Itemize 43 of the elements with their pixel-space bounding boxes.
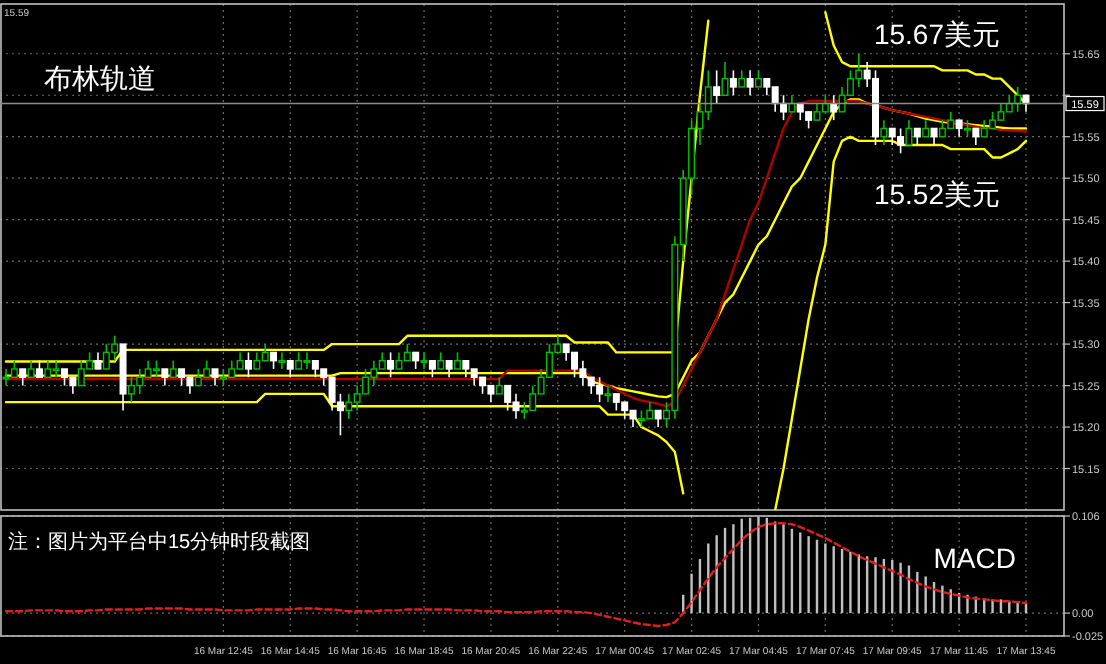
candlestick (704, 69, 712, 121)
candlestick (746, 69, 754, 97)
candlestick (77, 359, 85, 387)
candlestick (729, 69, 737, 97)
candlestick (420, 351, 428, 370)
candlestick (897, 127, 905, 155)
candlestick (529, 384, 537, 412)
candlestick (512, 393, 520, 420)
candlestick (830, 94, 838, 121)
candlestick (244, 351, 252, 379)
candlestick (604, 384, 612, 403)
candlestick (579, 359, 587, 387)
candlestick (303, 351, 311, 370)
candlestick (721, 61, 729, 97)
candlestick (353, 384, 361, 412)
candlestick (127, 376, 135, 403)
candlestick (905, 119, 913, 146)
annotation: 注：图片为平台中15分钟时段截图 (8, 530, 311, 554)
candlestick (136, 368, 144, 395)
candlestick (345, 393, 353, 420)
annotation: MACD (933, 542, 1016, 574)
candlestick (278, 351, 286, 370)
candlestick (328, 376, 336, 412)
candlestick (596, 376, 604, 403)
candlestick (2, 368, 10, 387)
candlestick (780, 94, 788, 121)
annotation: 15.67美元 (873, 18, 1000, 50)
line-series (4, 522, 1028, 628)
candlestick (52, 359, 60, 379)
candlestick (387, 351, 395, 379)
annotation: 15.52美元 (873, 178, 1000, 210)
candlestick (370, 359, 378, 387)
candlestick (362, 368, 370, 395)
candlestick (855, 52, 863, 88)
candlestick (713, 69, 721, 105)
candlestick (571, 351, 579, 379)
candlestick (771, 86, 779, 113)
candlestick (111, 335, 119, 362)
annotation: 布林轨道 (44, 62, 156, 94)
candlestick (838, 86, 846, 113)
candlestick (504, 384, 512, 412)
candlestick (102, 343, 110, 370)
candlestick (880, 119, 888, 146)
